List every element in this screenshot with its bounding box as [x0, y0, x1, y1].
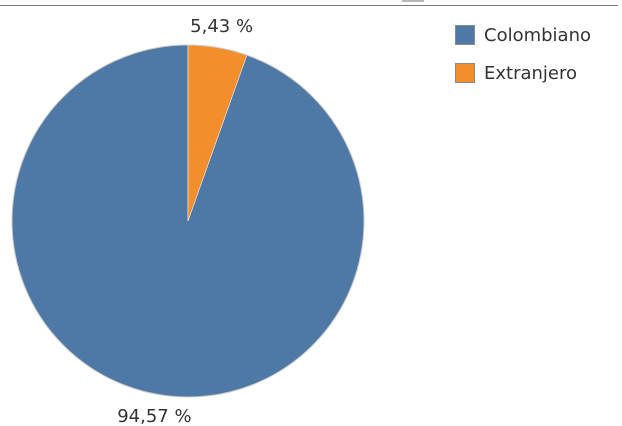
slice-label-colombiano: 94,57 %	[117, 406, 191, 426]
legend-swatch-extranjero	[455, 63, 475, 83]
legend-item-colombiano[interactable]: Colombiano	[455, 24, 591, 46]
slice-label-extranjero: 5,43 %	[190, 16, 253, 37]
legend-swatch-colombiano	[455, 25, 475, 45]
legend: Colombiano Extranjero	[455, 24, 591, 100]
pie-outline	[11, 44, 365, 398]
legend-item-extranjero[interactable]: Extranjero	[455, 62, 591, 84]
top-divider-line	[0, 5, 618, 6]
legend-label-colombiano: Colombiano	[484, 24, 592, 46]
legend-label-extranjero: Extranjero	[484, 62, 578, 84]
scroll-indicator	[402, 0, 424, 2]
